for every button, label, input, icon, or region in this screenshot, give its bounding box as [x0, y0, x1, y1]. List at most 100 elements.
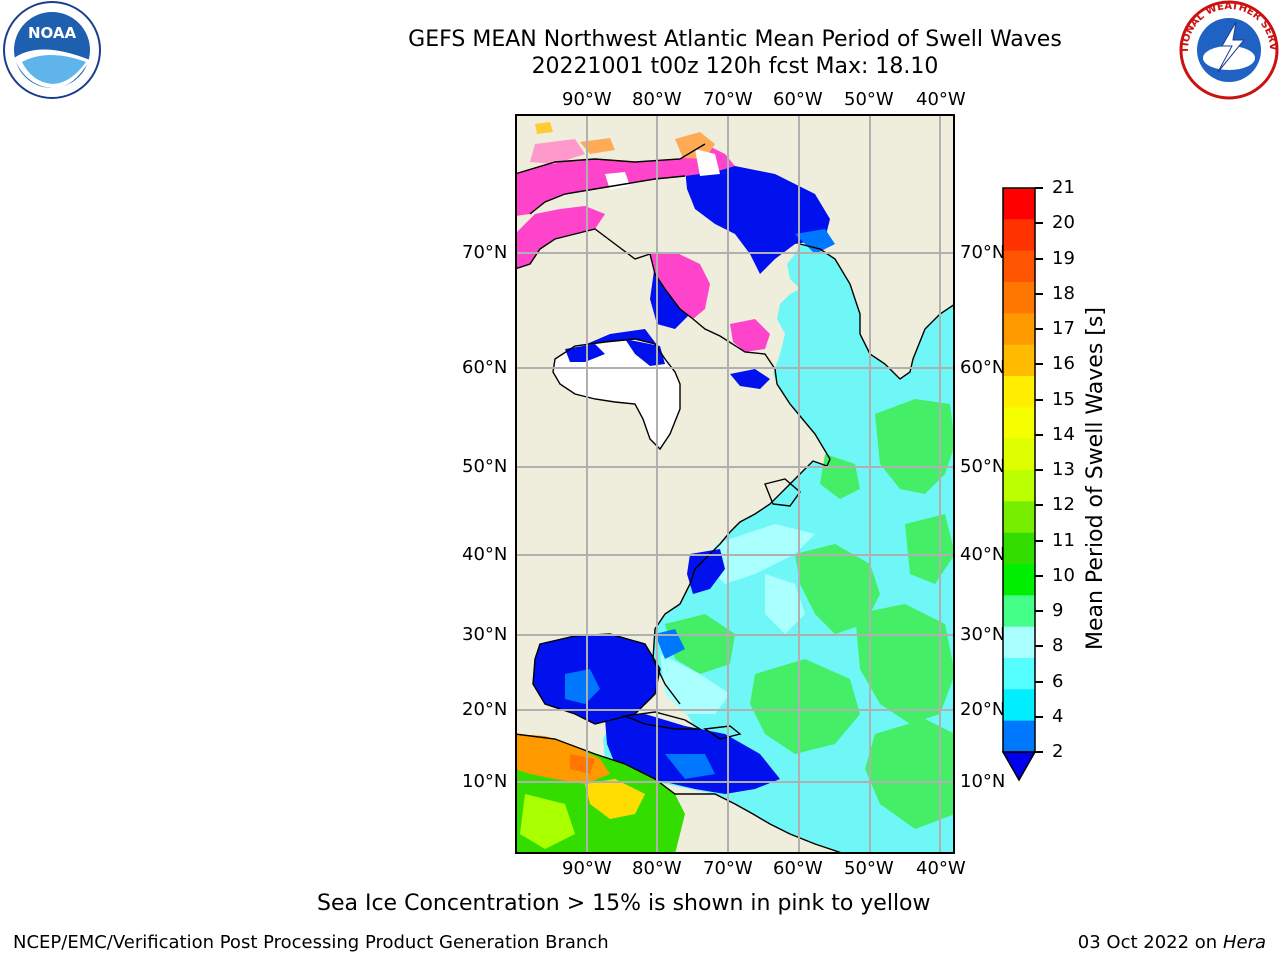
swell-green-patch: [795, 544, 880, 634]
lat-label-left: 50°N: [462, 456, 508, 477]
lat-label-left: 30°N: [462, 624, 508, 645]
hudson-bay-ice-edge: [625, 339, 665, 366]
swell-blue-zone: [687, 549, 725, 594]
colorbar-segment: [1003, 219, 1035, 252]
colorbar-segment: [1003, 720, 1035, 753]
lat-label-left: 40°N: [462, 544, 508, 565]
swell-green-patch: [875, 399, 955, 494]
graticule: [515, 114, 955, 854]
sea-ice: [695, 149, 720, 176]
noaa-logo: NOAA: [0, 0, 104, 104]
swell-green-patch: [820, 454, 860, 499]
swell-mediumblue-fringe: [655, 629, 685, 659]
colorbar-tick-mark: [1035, 610, 1043, 612]
coastline-hudson-bay: [552, 338, 681, 451]
coastline-north-america: [515, 228, 831, 705]
swell-blue-zone: [533, 634, 660, 724]
lon-label-bottom: 70°W: [703, 858, 753, 879]
colorbar-tick-mark: [1035, 574, 1043, 577]
map-frame: [515, 114, 955, 854]
lat-label-left: 70°N: [462, 242, 508, 263]
coastline-hispaniola: [703, 725, 742, 740]
swell-green-patch: [665, 614, 735, 674]
swell-caribbean-long: [520, 794, 575, 849]
footer-date: 03 Oct 2022 on: [1077, 932, 1223, 953]
coastline-south-america: [515, 733, 846, 854]
sea-ice: [580, 138, 615, 154]
lat-label-left: 60°N: [462, 357, 508, 378]
nws-logo: NATIONAL WEATHER SERVICE: [1174, 0, 1280, 102]
colorbar-tick-mark: [1035, 328, 1043, 330]
colorbar-tick-mark: [1035, 469, 1043, 471]
colorbar-segment: [1003, 470, 1035, 502]
colorbar-segment: [1003, 658, 1035, 690]
colorbar-segment: [1003, 626, 1035, 659]
sea-ice: [650, 252, 710, 319]
lat-label-right: 50°N: [960, 456, 1006, 477]
colorbar-tick-label: 12: [1052, 494, 1075, 516]
colorbar-tick-mark: [1035, 363, 1043, 366]
swell-green-patch: [865, 719, 955, 829]
lat-label-right: 10°N: [960, 771, 1006, 792]
colorbar-segment: [1003, 313, 1035, 346]
colorbar-segment: [1003, 595, 1035, 628]
swell-caribbean-long: [570, 754, 595, 774]
colorbar-tick-label: 13: [1052, 459, 1075, 480]
colorbar-tick-mark: [1035, 222, 1043, 225]
colorbar-tick-label: 2: [1052, 741, 1064, 762]
swell-green-patch: [905, 514, 955, 584]
colorbar-segment: [1003, 188, 1035, 220]
colorbar-tick-label: 21: [1052, 177, 1075, 198]
lat-label-right: 70°N: [960, 242, 1006, 263]
lon-label-top: 50°W: [844, 89, 894, 110]
lon-label-top: 90°W: [562, 89, 612, 110]
colorbar-tick-label: 20: [1052, 212, 1075, 234]
footer-host: Hera: [1222, 932, 1266, 953]
colorbar-tick-mark: [1035, 257, 1043, 260]
lat-label-right: 20°N: [960, 699, 1006, 720]
colorbar-tick-mark: [1035, 539, 1043, 542]
swell-blue-zone: [685, 166, 830, 274]
map-panel: [515, 114, 955, 854]
colorbar-tick-mark: [1035, 187, 1043, 189]
colorbar-tick-label: 14: [1052, 423, 1075, 445]
swell-mediumblue-fringe: [565, 669, 600, 704]
footer-right: 03 Oct 2022 on Hera: [1078, 932, 1266, 953]
swell-lightcyan-band: [660, 654, 730, 714]
hudson-bay: [553, 339, 680, 449]
sea-ice: [535, 122, 553, 134]
colorbar-segment: [1003, 438, 1035, 471]
coastline-newfoundland: [764, 478, 801, 507]
lat-label-left: 10°N: [462, 771, 508, 792]
colorbar: [1001, 187, 1037, 782]
colorbar-tick-label: 15: [1052, 388, 1075, 410]
colorbar-tick-label: 19: [1052, 247, 1075, 269]
colorbar-segment: [1003, 689, 1035, 722]
colorbar-tick-label: 6: [1052, 670, 1064, 692]
lat-label-right: 40°N: [960, 544, 1006, 565]
colorbar-under-arrow: [1001, 751, 1037, 782]
hudson-bay-ice-edge: [565, 344, 605, 362]
colorbar-segment: [1003, 501, 1035, 534]
sea-ice: [530, 139, 585, 164]
colorbar-segment: [1003, 532, 1035, 565]
chart-subtitle: 20221001 t00z 120h fcst Max: 18.10: [531, 54, 939, 79]
colorbar-tick-mark: [1035, 715, 1043, 718]
colorbar-segment: [1003, 564, 1035, 596]
lon-label-bottom: 50°W: [844, 858, 894, 879]
colorbar-segment: [1003, 407, 1035, 440]
lon-label-top: 60°W: [773, 89, 823, 110]
colorbar-tick-label: 17: [1052, 318, 1075, 339]
colorbar-tick-mark: [1035, 433, 1043, 436]
lon-label-top: 40°W: [916, 89, 966, 110]
lat-label-right: 30°N: [960, 624, 1006, 645]
colorbar-tick-label: 10: [1052, 564, 1075, 586]
swell-lightcyan-band: [765, 574, 805, 634]
colorbar-segment: [1003, 344, 1035, 377]
colorbar-tick-mark: [1035, 751, 1043, 753]
colorbar-segment: [1003, 282, 1035, 314]
swell-mediumblue-fringe: [665, 754, 715, 779]
chart-title: GEFS MEAN Northwest Atlantic Mean Period…: [408, 27, 1062, 52]
colorbar-tick-mark: [1035, 645, 1043, 648]
colorbar-tick-mark: [1035, 680, 1043, 683]
